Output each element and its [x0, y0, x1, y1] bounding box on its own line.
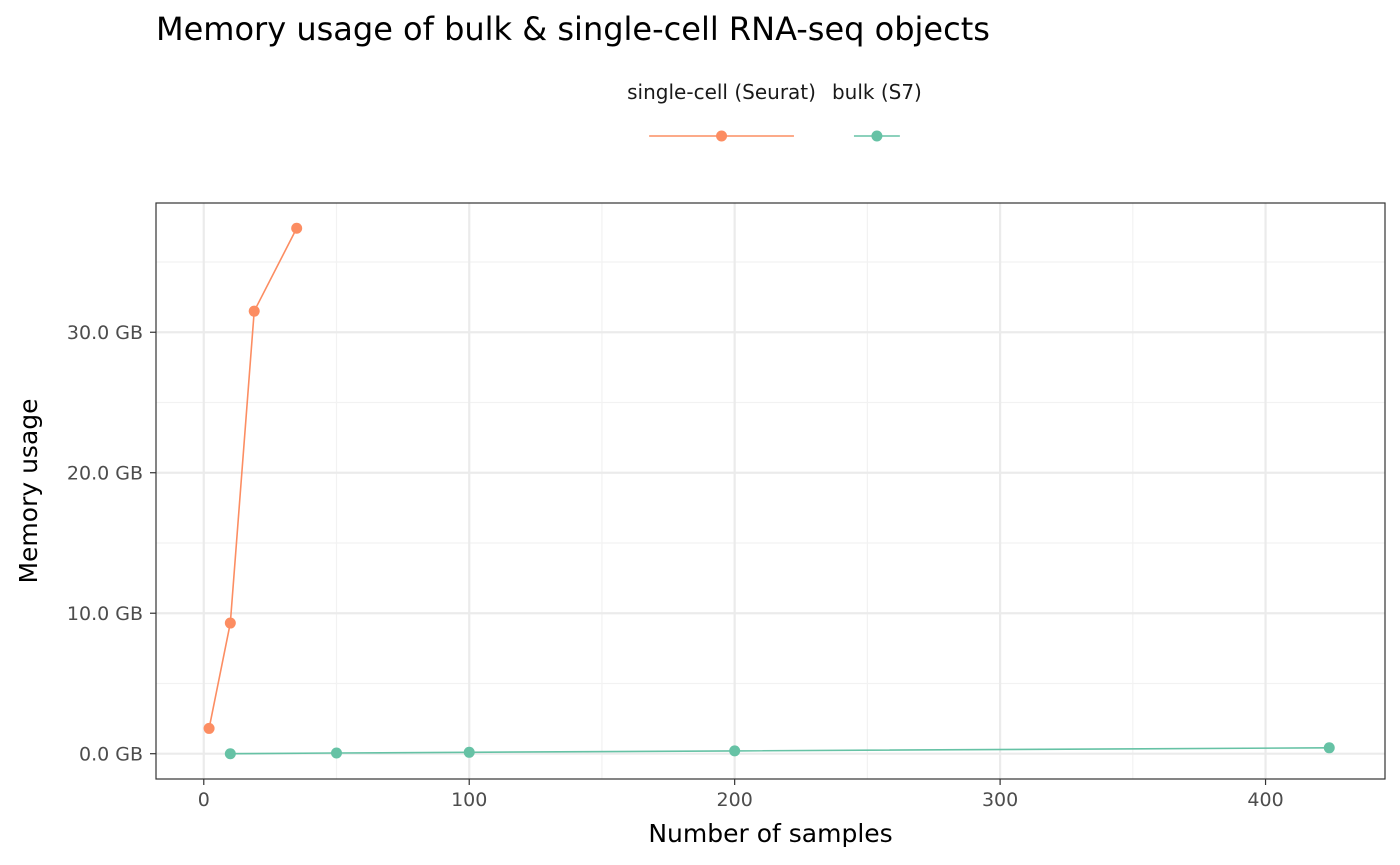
x-tick-label: 300: [982, 789, 1018, 811]
series-line: [208, 227, 298, 729]
panel-border: [155, 202, 1386, 780]
y-axis: 0.0 GB 10.0 GB 20.0 GB 30.0 GB: [67, 322, 156, 766]
data-point: [224, 617, 236, 629]
y-tick-label: 20.0 GB: [67, 463, 143, 485]
chart-title: Memory usage of bulk & single-cell RNA-s…: [156, 10, 990, 48]
legend: single-cell (Seurat) bulk (S7): [627, 80, 922, 142]
data-point: [203, 722, 215, 734]
data-point: [224, 748, 236, 760]
grid-major: [156, 203, 1385, 779]
series-layer: [203, 222, 1335, 760]
series-1: [224, 742, 1335, 760]
legend-key-point: [716, 130, 728, 142]
x-tick-label: 400: [1247, 789, 1283, 811]
legend-key: [853, 130, 900, 142]
legend-label: bulk (S7): [832, 80, 922, 104]
x-tick-label: 100: [451, 789, 487, 811]
grid-minor: [156, 203, 1385, 779]
data-point: [463, 746, 475, 758]
y-tick-label: 0.0 GB: [79, 744, 143, 766]
data-point: [1323, 742, 1335, 754]
data-point: [331, 747, 343, 759]
y-tick-label: 10.0 GB: [67, 603, 143, 625]
data-point: [729, 745, 741, 757]
x-axis: 0 100 200 300 400: [198, 779, 1284, 811]
legend-key: [649, 130, 794, 142]
data-point: [248, 305, 260, 317]
y-axis-title: Memory usage: [14, 398, 43, 583]
legend-label: single-cell (Seurat): [627, 80, 816, 104]
x-tick-label: 200: [717, 789, 753, 811]
y-tick-label: 30.0 GB: [67, 322, 143, 344]
x-axis-title: Number of samples: [648, 819, 892, 848]
series-0: [203, 222, 303, 734]
data-point: [291, 222, 303, 234]
legend-key-point: [871, 130, 883, 142]
x-tick-label: 0: [198, 789, 210, 811]
